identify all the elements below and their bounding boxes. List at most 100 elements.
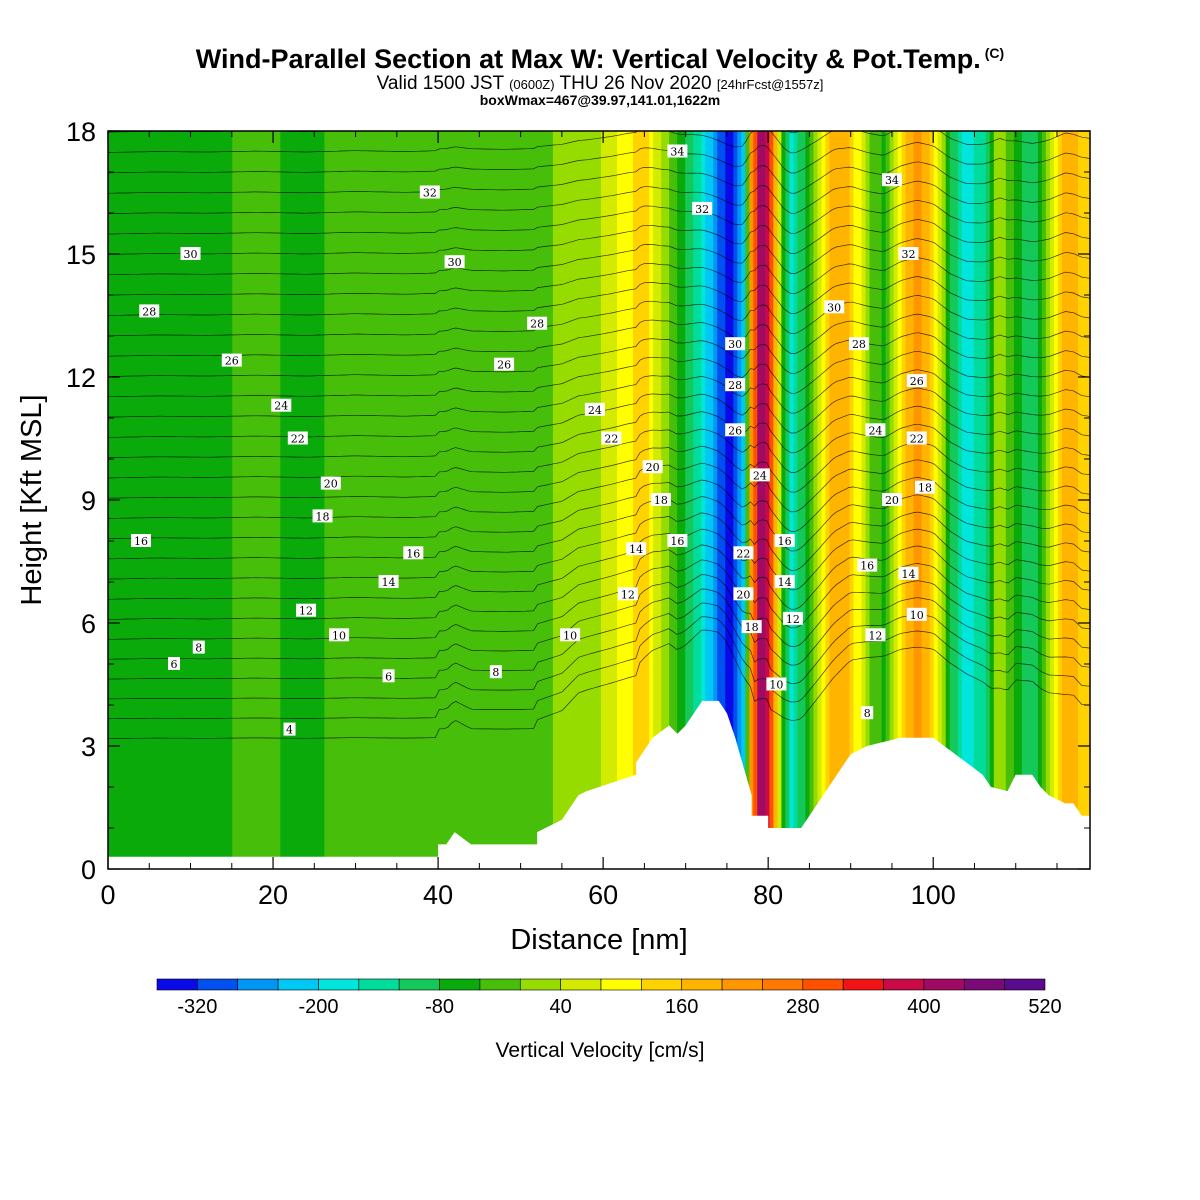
velocity-cell bbox=[444, 131, 450, 869]
velocity-cell bbox=[805, 131, 811, 869]
velocity-cell bbox=[564, 131, 570, 869]
colorbar-swatch bbox=[439, 978, 481, 991]
velocity-cell bbox=[140, 131, 145, 869]
chart-title: Wind-Parallel Section at Max W: Vertical… bbox=[0, 44, 1200, 75]
isentrope-line bbox=[108, 588, 1090, 680]
contour-label: 26 bbox=[725, 423, 746, 437]
contour-label-box bbox=[865, 628, 886, 642]
velocity-cell bbox=[252, 131, 258, 869]
velocity-cell bbox=[528, 131, 534, 869]
velocity-cell bbox=[244, 131, 250, 869]
velocity-cell bbox=[989, 131, 995, 869]
contour-label: 32 bbox=[898, 247, 919, 261]
colorbar-swatch bbox=[358, 978, 400, 991]
velocity-cell bbox=[128, 131, 133, 869]
contour-label-text: 16 bbox=[860, 560, 874, 573]
velocity-cell bbox=[416, 131, 422, 869]
contour-label: 14 bbox=[378, 575, 399, 589]
contour-label-box bbox=[378, 575, 399, 588]
colorbar-swatch bbox=[883, 978, 925, 991]
contour-label: 22 bbox=[906, 431, 927, 446]
velocity-cell bbox=[336, 131, 342, 869]
isentrope-line bbox=[108, 494, 1090, 560]
velocity-cell bbox=[452, 131, 458, 869]
contour-label: 4 bbox=[283, 722, 296, 737]
y-axis-label: Height [Kft MSL] bbox=[16, 394, 48, 605]
colorbar-swatch bbox=[277, 978, 319, 991]
velocity-cell bbox=[572, 131, 578, 869]
isentrope-line bbox=[108, 238, 1090, 276]
contour-label-box bbox=[617, 587, 638, 601]
isentrope-line bbox=[108, 131, 1090, 154]
velocity-cell bbox=[1049, 131, 1055, 869]
velocity-cell bbox=[877, 131, 883, 869]
contour-label-box bbox=[725, 378, 746, 392]
contour-label-box bbox=[131, 534, 152, 547]
contour-label-box bbox=[692, 201, 713, 215]
contour-label-text: 34 bbox=[885, 174, 899, 187]
velocity-cell bbox=[873, 131, 879, 869]
velocity-cell bbox=[813, 131, 819, 869]
contour-label-box bbox=[898, 566, 919, 580]
velocity-cell bbox=[468, 131, 474, 869]
velocity-cell bbox=[280, 131, 286, 869]
contour-label-box bbox=[221, 353, 242, 367]
velocity-cell bbox=[292, 131, 298, 869]
contour-label-text: 30 bbox=[448, 256, 462, 269]
velocity-cell bbox=[785, 131, 791, 869]
x-tick-label: 20 bbox=[258, 880, 288, 910]
velocity-cell bbox=[380, 131, 386, 869]
contour-label: 24 bbox=[584, 402, 605, 417]
velocity-cell bbox=[388, 131, 394, 869]
contour-label-text: 8 bbox=[864, 707, 871, 720]
contour-label: 28 bbox=[848, 337, 869, 351]
velocity-cell bbox=[857, 131, 863, 869]
velocity-cell bbox=[512, 131, 518, 869]
contour-label: 20 bbox=[733, 587, 754, 601]
contour-label-text: 4 bbox=[286, 724, 293, 737]
isentrope-line bbox=[108, 257, 1090, 296]
velocity-cell bbox=[200, 131, 205, 869]
velocity-cell bbox=[476, 131, 482, 869]
contour-label-box bbox=[861, 706, 874, 720]
velocity-cell bbox=[821, 131, 827, 869]
contour-label-box bbox=[782, 611, 803, 625]
contour-label-text: 28 bbox=[728, 379, 742, 392]
velocity-cell bbox=[1001, 131, 1007, 869]
velocity-cell bbox=[480, 131, 486, 869]
velocity-cell bbox=[508, 131, 514, 869]
contour-label: 22 bbox=[601, 431, 622, 446]
colorbar-swatch bbox=[197, 978, 239, 991]
contour-labels: 34 32 32 34 30 30 32 28 28 30 30 28 26 26 28 26 24 24 26 24… bbox=[131, 144, 935, 737]
velocity-cell bbox=[592, 131, 598, 869]
potential-temperature-contours bbox=[108, 131, 1090, 739]
x-tick-label: 60 bbox=[588, 880, 618, 910]
colorbar-swatch bbox=[681, 978, 723, 991]
isentrope-line bbox=[108, 161, 1090, 194]
contour-label-box bbox=[626, 542, 647, 556]
velocity-cell bbox=[184, 131, 189, 869]
velocity-cell bbox=[448, 131, 454, 869]
velocity-cell bbox=[408, 131, 414, 869]
contour-label-text: 20 bbox=[324, 478, 338, 491]
velocity-cell bbox=[757, 131, 763, 869]
contour-label: 18 bbox=[650, 493, 671, 507]
velocity-cell bbox=[540, 131, 546, 869]
contour-label: 12 bbox=[782, 611, 803, 626]
velocity-cell bbox=[172, 131, 177, 869]
velocity-cell bbox=[945, 131, 951, 869]
contour-label-box bbox=[848, 337, 869, 351]
isentrope-line bbox=[108, 200, 1090, 235]
colorbar-swatch bbox=[600, 978, 642, 991]
velocity-cell bbox=[364, 131, 370, 869]
contour-label-text: 8 bbox=[492, 666, 499, 679]
isentrope-line bbox=[108, 131, 800, 134]
velocity-cell bbox=[773, 131, 779, 869]
valid-prefix: Valid 1500 JST bbox=[376, 73, 504, 94]
velocity-cell bbox=[605, 131, 610, 869]
contour-label: 26 bbox=[221, 353, 242, 368]
contour-label-box bbox=[444, 255, 465, 269]
isentrope-line bbox=[108, 350, 1090, 398]
velocity-cell bbox=[548, 131, 554, 869]
velocity-cell bbox=[953, 131, 959, 869]
